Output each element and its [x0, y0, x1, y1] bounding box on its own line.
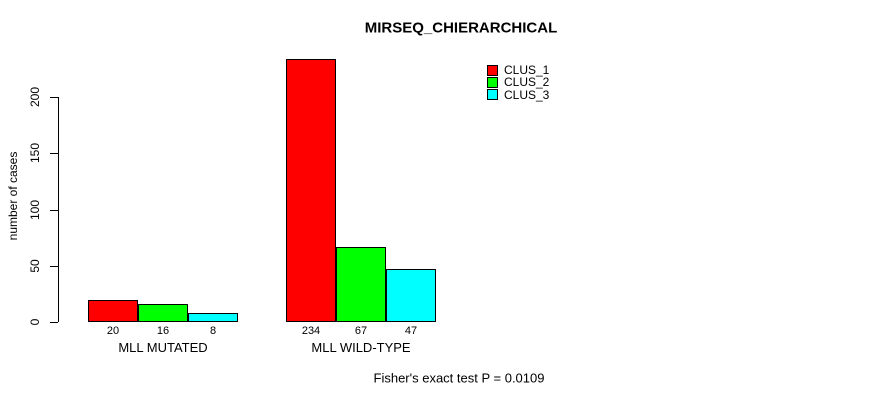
y-tick-label-200: 200 [28, 87, 42, 108]
bar-value-label-mll-wild-type-clus-3: 47 [404, 325, 418, 337]
legend-item-clus-2: CLUS_2 [487, 75, 550, 90]
bar-value-label-mll-wild-type-clus-2: 67 [354, 325, 368, 337]
legend-item-clus-1: CLUS_1 [487, 63, 550, 78]
y-tick-label-100: 100 [28, 199, 42, 220]
y-tick-0 [50, 322, 58, 323]
y-tick-label-0: 0 [28, 318, 42, 326]
legend-label-clus-2: CLUS_2 [504, 75, 550, 90]
y-tick-100 [50, 209, 58, 211]
bar-mll-wild-type-clus-1 [286, 58, 336, 322]
chart-title: MIRSEQ_CHIERARCHICAL [364, 19, 558, 37]
legend-label-clus-3: CLUS_3 [504, 87, 550, 102]
category-label-mll-wild-type: MLL WILD-TYPE [311, 340, 411, 355]
category-label-mll-mutated: MLL MUTATED [118, 340, 208, 355]
bar-mll-wild-type-clus-3 [386, 269, 436, 322]
bar-mll-mutated-clus-1 [88, 299, 138, 322]
y-axis-label: number of cases [6, 151, 20, 241]
annotation-text: Fisher's exact test P = 0.0109 [373, 370, 545, 386]
legend-item-clus-3: CLUS_3 [487, 87, 550, 102]
legend-swatch-clus-1 [487, 64, 498, 76]
y-tick-50 [50, 265, 58, 267]
legend-swatch-clus-3 [487, 89, 498, 101]
bar-mll-wild-type-clus-2 [336, 246, 386, 322]
bar-mll-mutated-clus-2 [138, 304, 188, 322]
y-tick-label-150: 150 [28, 143, 42, 164]
legend: CLUS_1 CLUS_2 CLUS_3 [487, 63, 550, 102]
bar-value-label-mll-mutated-clus-3: 8 [209, 325, 217, 337]
bar-value-label-mll-wild-type-clus-1: 234 [301, 325, 321, 337]
y-axis-line [58, 97, 59, 322]
bar-mll-mutated-clus-3 [188, 313, 238, 322]
y-tick-label-50: 50 [28, 259, 42, 273]
y-tick-150 [50, 153, 58, 155]
bar-value-label-mll-mutated-clus-1: 20 [106, 325, 120, 337]
legend-swatch-clus-2 [487, 76, 498, 88]
legend-label-clus-1: CLUS_1 [504, 63, 550, 78]
y-tick-200 [50, 97, 58, 99]
bar-value-label-mll-mutated-clus-2: 16 [156, 325, 170, 337]
